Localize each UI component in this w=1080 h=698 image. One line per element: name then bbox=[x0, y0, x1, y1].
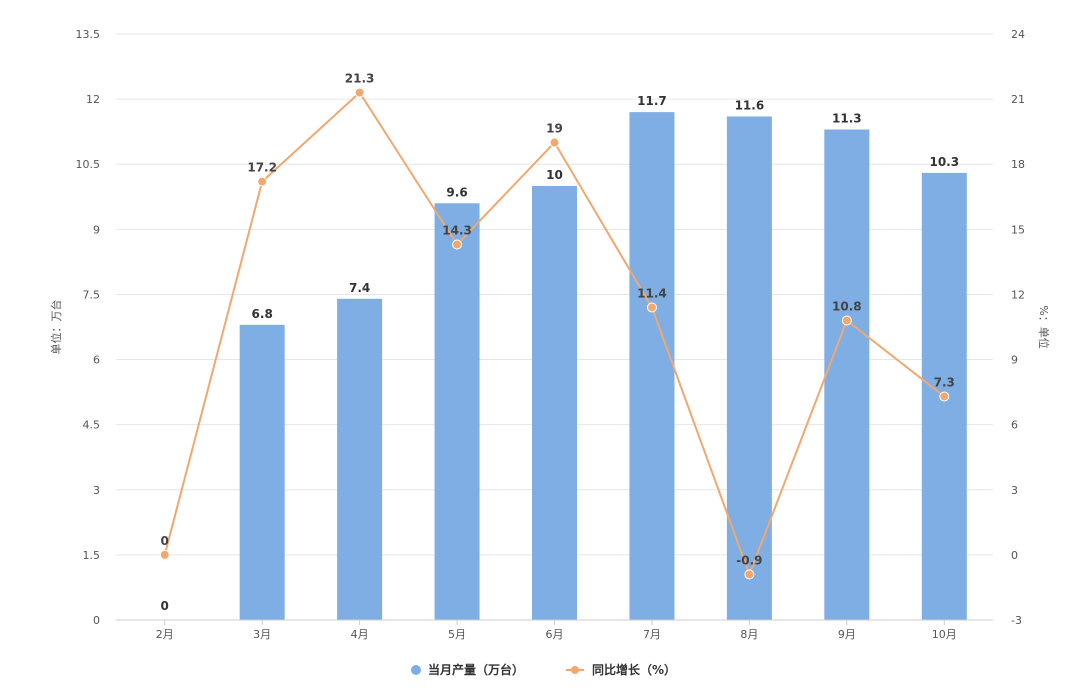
y2-tick-label: 0 bbox=[1011, 549, 1018, 562]
bar bbox=[239, 324, 285, 620]
y-tick-label: 0 bbox=[93, 614, 100, 627]
y2-tick-label: 12 bbox=[1011, 288, 1025, 301]
x-tick-label: 6月 bbox=[546, 628, 564, 641]
legend-bar-marker bbox=[411, 665, 421, 675]
y2-tick-label: 18 bbox=[1011, 158, 1025, 171]
x-tick-label: 8月 bbox=[740, 628, 758, 641]
line-point bbox=[744, 569, 755, 580]
y2-tick-label: 21 bbox=[1011, 93, 1025, 106]
bar bbox=[434, 203, 480, 621]
bar bbox=[824, 129, 870, 621]
line-value-label: -0.9 bbox=[736, 553, 762, 567]
line-point bbox=[841, 315, 852, 326]
bar-value-label: 7.4 bbox=[349, 281, 370, 295]
left-axis-title: 单位：万台 bbox=[49, 300, 63, 355]
bar-value-label: 6.8 bbox=[252, 307, 273, 321]
line-value-label: 0 bbox=[161, 534, 169, 548]
y2-tick-label: 3 bbox=[1011, 484, 1018, 497]
x-tick-label: 9月 bbox=[838, 628, 856, 641]
line-point bbox=[257, 176, 268, 187]
y-tick-label: 9 bbox=[93, 223, 100, 236]
bar-value-label: 11.3 bbox=[832, 111, 862, 125]
y-tick-label: 10.5 bbox=[76, 158, 101, 171]
bar bbox=[629, 112, 675, 620]
line-value-label: 7.3 bbox=[934, 375, 955, 389]
y2-tick-label: -3 bbox=[1011, 614, 1022, 627]
x-tick-label: 4月 bbox=[351, 628, 369, 641]
x-tick-label: 3月 bbox=[253, 628, 271, 641]
line-value-label: 17.2 bbox=[247, 161, 277, 175]
x-axis: 2月 3月 4月 5月 6月 7月 8月 9月 10月 bbox=[116, 619, 993, 641]
line-value-label: 19 bbox=[546, 122, 563, 136]
right-axis-title: %：单位 bbox=[1037, 305, 1051, 348]
x-tick-label: 7月 bbox=[643, 628, 661, 641]
bar-value-label: 10.3 bbox=[929, 155, 959, 169]
y-tick-label: 4.5 bbox=[83, 419, 101, 432]
right-y-axis: -3 0 3 6 9 12 15 18 21 24 bbox=[1011, 28, 1025, 627]
x-tick-label: 10月 bbox=[932, 628, 957, 641]
line-point bbox=[646, 302, 657, 313]
x-tick-label: 2月 bbox=[156, 628, 174, 641]
y2-tick-label: 15 bbox=[1011, 223, 1025, 236]
bar bbox=[337, 298, 383, 620]
line-value-label: 14.3 bbox=[442, 224, 472, 238]
y2-tick-label: 6 bbox=[1011, 419, 1018, 432]
bar bbox=[726, 116, 772, 621]
y-tick-label: 12 bbox=[86, 93, 100, 106]
bar-value-label: 0 bbox=[161, 599, 169, 613]
y-tick-label: 7.5 bbox=[83, 288, 101, 301]
bar-value-label: 11.6 bbox=[735, 98, 765, 112]
bar-value-label: 11.7 bbox=[637, 94, 667, 108]
y-tick-label: 6 bbox=[93, 354, 100, 367]
line-point bbox=[452, 239, 463, 250]
left-y-axis: 0 1.5 3 4.5 6 7.5 9 10.5 12 13.5 bbox=[76, 28, 101, 627]
bar-series: 0 6.8 7.4 9.6 10 11.7 11.6 11.3 10.3 bbox=[161, 94, 967, 621]
bar-value-label: 9.6 bbox=[446, 185, 467, 199]
bar-value-label: 10 bbox=[546, 168, 563, 182]
legend-line-label: 同比增长（%） bbox=[592, 662, 676, 677]
legend: 当月产量（万台） 同比增长（%） bbox=[411, 662, 676, 677]
line-point bbox=[939, 391, 950, 402]
line-value-label: 11.4 bbox=[637, 286, 667, 300]
y2-tick-label: 24 bbox=[1011, 28, 1025, 41]
legend-line-marker bbox=[571, 666, 579, 674]
line-value-label: 10.8 bbox=[832, 299, 862, 313]
legend-bar-label: 当月产量（万台） bbox=[428, 662, 524, 677]
line-value-label: 21.3 bbox=[345, 72, 375, 86]
y-tick-label: 1.5 bbox=[83, 549, 101, 562]
x-tick-label: 5月 bbox=[448, 628, 466, 641]
y-tick-label: 3 bbox=[93, 484, 100, 497]
line-series: 0 17.2 21.3 14.3 19 11.4 -0.9 10.8 7.3 bbox=[159, 72, 955, 580]
line-point bbox=[549, 137, 560, 148]
bar bbox=[532, 185, 577, 621]
y2-tick-label: 9 bbox=[1011, 354, 1018, 367]
line-point bbox=[159, 549, 170, 560]
y-tick-label: 13.5 bbox=[76, 28, 101, 41]
line-point bbox=[354, 87, 365, 98]
